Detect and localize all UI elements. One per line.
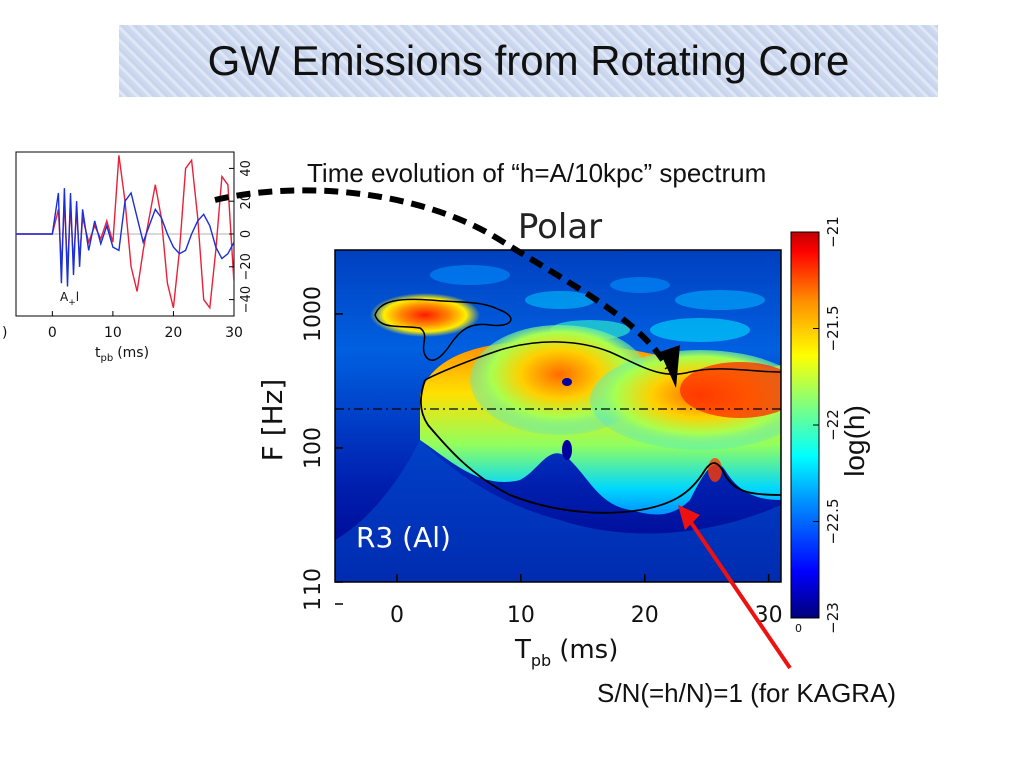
title-banner: GW Emissions from Rotating Core	[119, 25, 938, 97]
heatmap-y-tick-label: 1000	[301, 286, 326, 342]
slide-title: GW Emissions from Rotating Core	[207, 37, 850, 84]
inset-y-tick-label: −20	[239, 253, 254, 280]
contour-upper	[374, 298, 512, 361]
heatmap-annotation: R3 (Al)	[356, 521, 451, 554]
inset-series-blue	[16, 188, 234, 287]
inset-annotation-suffix: l	[76, 290, 79, 304]
heatmap-y-tick-label: 10	[301, 568, 326, 596]
inset-annotation-main: A	[60, 290, 69, 304]
caption-spectrum: Time evolution of “h=A/10kpc” spectrum	[307, 158, 767, 188]
heatmap-y-tick-label: 100	[301, 427, 326, 469]
inset-x-label-unit: (ms)	[117, 345, 149, 361]
heatmap-y-tick-label: 1	[301, 597, 326, 611]
heatmap-frame	[334, 249, 782, 583]
heatmap-y-ticks: 110 100 1000	[301, 286, 343, 611]
heatmap-x-ticks: 0 10 20 30	[390, 574, 783, 628]
heatmap-title: Polar	[518, 207, 602, 247]
inset-x-tick-label: 0	[48, 325, 57, 341]
inset-annotation-sub: +	[68, 298, 76, 308]
inset-x-tick-label: 30	[225, 325, 243, 341]
inset-x-label: tpb (ms)	[95, 345, 149, 364]
inset-y-tick-label: 0	[239, 230, 254, 238]
heatmap-x-label: Tpb (ms)	[514, 635, 618, 670]
inset-y-tick-label: −40	[239, 286, 254, 313]
colorbar-tick-label: −22	[824, 409, 842, 441]
colorbar-tick-label: −22.5	[824, 499, 842, 545]
heatmap-x-label-main: T	[514, 635, 531, 665]
red-arrow	[686, 516, 792, 670]
inset-x-label-main: t	[95, 345, 101, 361]
heatmap-x-label-sub: pb	[531, 651, 551, 670]
contour-mid	[424, 341, 781, 381]
heatmap-x-tick-label: 0	[390, 603, 404, 628]
inset-x-tick-partial: )	[2, 325, 7, 341]
heatmap-x-tick-label: 20	[631, 603, 659, 628]
dashed-arrow-head	[660, 345, 680, 388]
colorbar-extra-tick: 0	[795, 622, 802, 635]
caption-sn-kagra: S/N(=h/N)=1 (for KAGRA)	[597, 678, 897, 708]
heatmap-y-label: F [Hz]	[256, 379, 289, 462]
heatmap-x-tick-label: 10	[507, 603, 535, 628]
inset-line-plot	[16, 155, 234, 310]
red-arrow-head	[678, 505, 700, 530]
contour-sn1	[419, 379, 781, 514]
inset-annotation: A+l	[60, 290, 79, 308]
inset-x-label-sub: pb	[101, 353, 114, 364]
colorbar-tick-label: −21.5	[824, 306, 842, 352]
inset-x-tick-label: 20	[165, 325, 183, 341]
colorbar-ticks: −21 −21.5 −22 −22.5 −23	[813, 216, 842, 634]
inset-x-ticks: 0 10 20 30	[48, 311, 243, 341]
inset-x-tick-label: 10	[104, 325, 122, 341]
dashed-arrow	[214, 187, 671, 370]
colorbar-tick-label: −23	[824, 602, 842, 634]
inset-y-tick-label: 40	[239, 160, 254, 177]
spectrogram-heatmap	[335, 250, 781, 582]
heatmap-x-label-unit: (ms)	[559, 635, 618, 665]
colorbar-tick-label: −21	[824, 216, 842, 248]
